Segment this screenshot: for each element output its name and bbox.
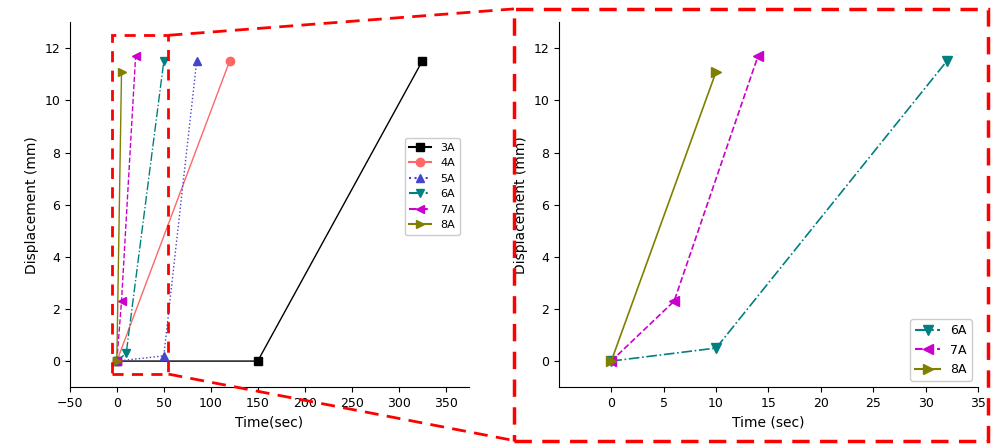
6A xyxy=(158,59,170,64)
Legend: 6A, 7A, 8A: 6A, 7A, 8A xyxy=(910,320,972,381)
6A xyxy=(940,59,952,64)
X-axis label: Time (sec): Time (sec) xyxy=(733,416,804,429)
Line: 7A: 7A xyxy=(113,52,140,365)
8A xyxy=(605,358,617,364)
Line: 8A: 8A xyxy=(113,68,126,365)
7A xyxy=(116,299,128,304)
8A xyxy=(111,358,123,364)
8A xyxy=(711,69,723,74)
3A xyxy=(416,59,428,64)
X-axis label: Time(sec): Time(sec) xyxy=(236,416,303,429)
5A xyxy=(111,358,123,364)
7A xyxy=(752,53,764,59)
Line: 7A: 7A xyxy=(607,51,762,366)
Line: 3A: 3A xyxy=(113,57,426,365)
7A xyxy=(111,358,123,364)
7A xyxy=(669,299,681,304)
6A xyxy=(111,358,123,364)
7A xyxy=(605,358,617,364)
Legend: 3A, 4A, 5A, 6A, 7A, 8A: 3A, 4A, 5A, 6A, 7A, 8A xyxy=(405,138,459,235)
6A xyxy=(711,345,723,351)
Line: 8A: 8A xyxy=(607,67,721,366)
7A xyxy=(130,53,142,59)
6A xyxy=(120,351,132,356)
Y-axis label: Displacement (mm): Displacement (mm) xyxy=(514,136,528,274)
3A xyxy=(111,358,123,364)
6A xyxy=(605,358,617,364)
Bar xyxy=(112,35,169,374)
3A xyxy=(251,358,263,364)
Y-axis label: Displacement (mm): Displacement (mm) xyxy=(25,136,39,274)
5A xyxy=(158,353,170,359)
8A xyxy=(116,69,128,74)
Line: 6A: 6A xyxy=(607,57,951,366)
Line: 6A: 6A xyxy=(113,57,168,365)
Line: 5A: 5A xyxy=(113,57,201,365)
5A xyxy=(191,59,203,64)
